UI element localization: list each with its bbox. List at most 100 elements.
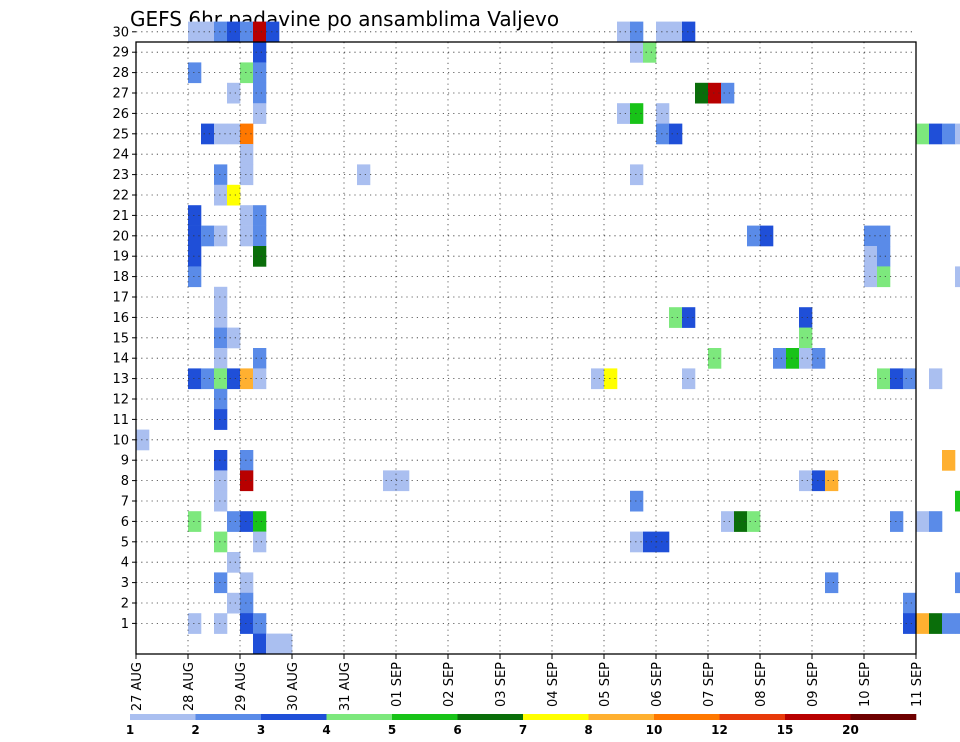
cell-m6-s60 — [916, 511, 930, 532]
colorbar-swatch — [654, 714, 720, 720]
cell-m25-s41 — [669, 123, 683, 145]
cell-m14-s44 — [708, 348, 722, 369]
cell-m25-s61 — [929, 123, 943, 145]
cell-m1-s8 — [240, 613, 254, 634]
cell-m14-s6 — [214, 348, 228, 369]
cell-m25-s8 — [240, 123, 254, 145]
cell-m3-s8 — [240, 572, 254, 594]
y-tick-label: 18 — [112, 270, 129, 285]
cell-m13-s4 — [188, 368, 202, 390]
x-tick-label: 07 SEP — [702, 662, 717, 707]
x-tick-label: 02 SEP — [442, 662, 457, 707]
x-tick-label: 27 AUG — [130, 662, 145, 711]
colorbar-swatch — [719, 714, 786, 720]
cell-m30-s38 — [630, 21, 644, 43]
cell-m18-s4 — [188, 266, 202, 288]
cell-m9-s6 — [214, 450, 228, 471]
colorbar: 1 2 3 4 5 6 7 8 10 12 15 20 — [126, 714, 917, 737]
x-tick-label: 05 SEP — [598, 662, 613, 707]
cell-m2-s59 — [903, 592, 917, 614]
colorbar-label: 1 — [126, 723, 134, 737]
x-tick-label: 09 SEP — [806, 662, 821, 707]
grid-layer — [136, 31, 916, 654]
cell-m23-s38 — [630, 164, 644, 186]
cell-m29-s9 — [253, 42, 267, 63]
cell-m2-s7 — [227, 592, 241, 614]
x-tick-label: 10 SEP — [858, 662, 873, 707]
cell-m18-s63 — [955, 266, 960, 288]
colorbar-label: 15 — [777, 723, 794, 737]
cell-m8-s6 — [214, 470, 228, 492]
colorbar-label: 20 — [842, 723, 859, 737]
y-tick-label: 7 — [121, 495, 129, 510]
y-tick-label: 24 — [112, 148, 129, 163]
cell-m27-s44 — [708, 82, 722, 104]
cell-m6-s58 — [890, 511, 904, 532]
y-tick-label: 14 — [112, 352, 129, 367]
cell-m8-s52 — [812, 470, 826, 492]
y-tick-label: 22 — [112, 189, 129, 204]
cell-m22-s6 — [214, 184, 228, 206]
cell-m30-s41 — [669, 21, 683, 43]
cell-m5-s39 — [643, 531, 657, 553]
y-tick-label: 15 — [112, 331, 129, 346]
cell-m25-s6 — [214, 123, 228, 145]
cell-m1-s59 — [903, 613, 917, 634]
cell-m13-s7 — [227, 368, 241, 390]
cell-m14-s52 — [812, 348, 826, 369]
y-tick-label: 16 — [112, 311, 129, 326]
cell-m16-s42 — [682, 307, 696, 328]
cell-m19-s4 — [188, 246, 202, 267]
y-tick-label: 30 — [112, 25, 129, 40]
cell-m20-s57 — [877, 225, 891, 247]
cell-m3-s63 — [955, 572, 960, 594]
cells-layer — [136, 21, 960, 655]
cell-m25-s5 — [201, 123, 215, 145]
cell-m13-s59 — [903, 368, 917, 390]
x-axis: 27 AUG 28 AUG 29 AUG 30 AUG 31 AUG 01 SEP 02 S… — [130, 654, 925, 711]
colorbar-swatch — [588, 714, 655, 720]
cell-m10-s0 — [136, 429, 150, 451]
cell-m30-s9 — [253, 21, 267, 43]
cell-m1-s63 — [955, 613, 960, 634]
cell-m23-s8 — [240, 164, 254, 186]
plot-frame — [135, 41, 917, 655]
cell-m20-s47 — [747, 225, 761, 247]
cell-m21-s8 — [240, 205, 254, 226]
cell-m13-s35 — [591, 368, 605, 390]
y-tick-label: 6 — [121, 515, 129, 530]
cell-m24-s8 — [240, 144, 254, 165]
cell-m30-s5 — [201, 21, 215, 43]
cell-m13-s8 — [240, 368, 254, 390]
y-tick-label: 12 — [112, 393, 129, 408]
cell-m6-s8 — [240, 511, 254, 532]
y-tick-label: 19 — [112, 250, 129, 265]
cell-m28-s9 — [253, 62, 267, 84]
colorbar-swatch — [261, 714, 327, 720]
cell-m30-s37 — [617, 21, 631, 43]
cell-m6-s4 — [188, 511, 202, 532]
cell-m0-s9 — [253, 633, 267, 655]
cell-m26-s38 — [630, 103, 644, 124]
cell-m20-s48 — [760, 225, 774, 247]
colorbar-label: 2 — [191, 723, 199, 737]
cell-m30-s7 — [227, 21, 241, 43]
cell-m14-s9 — [253, 348, 267, 369]
cell-m28-s8 — [240, 62, 254, 84]
y-tick-label: 28 — [112, 66, 129, 81]
cell-m1-s4 — [188, 613, 202, 634]
cell-m30-s42 — [682, 21, 696, 43]
x-tick-label: 01 SEP — [390, 662, 405, 707]
cell-m15-s6 — [214, 327, 228, 349]
colorbar-label: 6 — [453, 723, 461, 737]
cell-m18-s57 — [877, 266, 891, 288]
colorbar-label: 8 — [584, 723, 592, 737]
cell-m25-s63 — [955, 123, 960, 145]
y-axis: 1234567891011121314151617181920212223242… — [112, 25, 136, 632]
cell-m5-s6 — [214, 531, 228, 553]
cell-m13-s58 — [890, 368, 904, 390]
cell-m26-s9 — [253, 103, 267, 124]
cell-m9-s8 — [240, 450, 254, 471]
cell-m27-s9 — [253, 82, 267, 104]
